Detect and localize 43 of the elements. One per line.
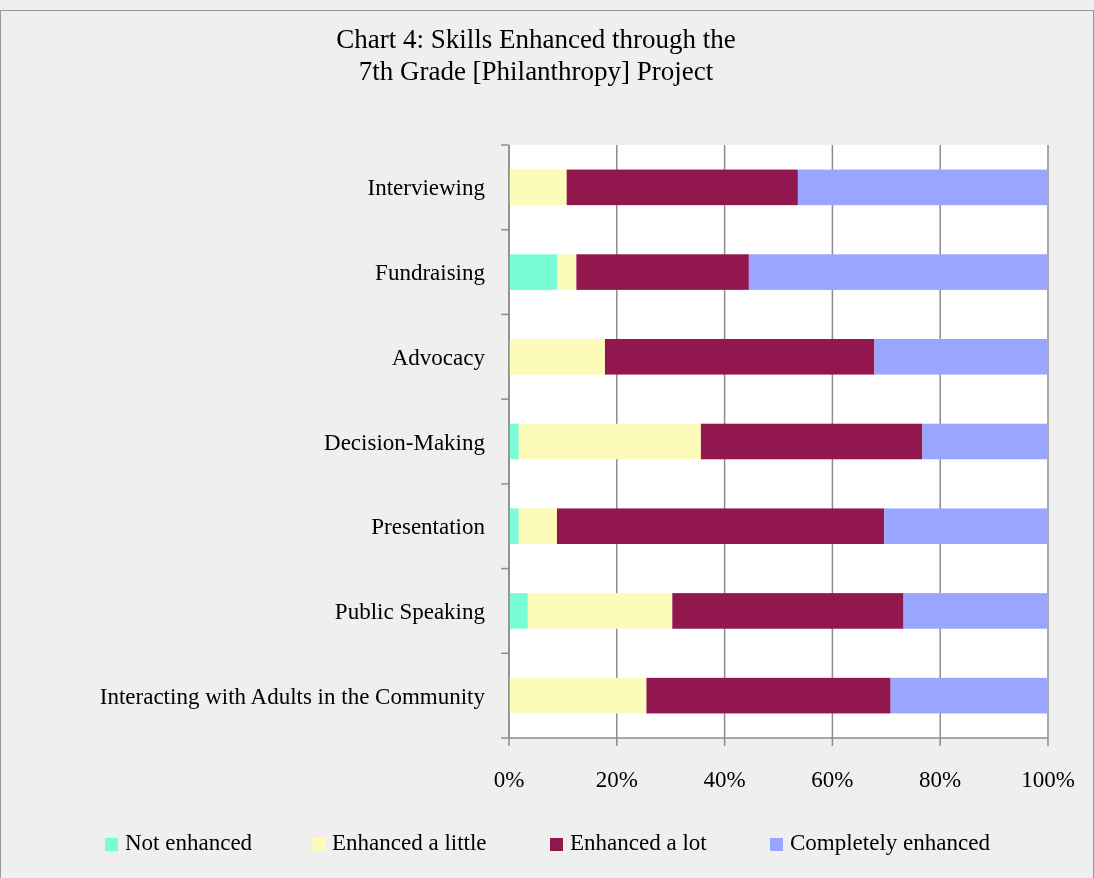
bar	[527, 593, 673, 629]
y-tick-label: Fundraising	[375, 260, 486, 286]
bar	[518, 423, 701, 460]
bar	[884, 508, 1048, 544]
x-tick-label: 40%	[703, 767, 746, 792]
bar	[604, 339, 875, 375]
bar	[646, 677, 891, 714]
y-tick-label: Interviewing	[367, 175, 486, 201]
bar	[797, 169, 1048, 206]
bar	[509, 339, 605, 375]
bar	[509, 169, 567, 206]
x-tick-label: 60%	[811, 767, 854, 792]
bar	[509, 508, 519, 544]
bar	[518, 508, 557, 544]
bar	[576, 254, 749, 290]
bar	[566, 169, 798, 206]
y-tick-label: Decision-Making	[324, 429, 486, 455]
bar	[556, 254, 577, 290]
y-tick-label: Presentation	[371, 514, 486, 540]
legend-label: Not enhanced	[125, 830, 253, 855]
x-tick-label: 20%	[595, 767, 638, 792]
bar	[672, 593, 904, 629]
bar	[748, 254, 1048, 290]
bar	[700, 423, 923, 460]
bar	[509, 254, 557, 290]
y-tick-label: Public Speaking	[334, 598, 486, 624]
legend-label: Completely enhanced	[790, 830, 991, 855]
legend-label: Enhanced a lot	[570, 830, 708, 855]
chart-title: Chart 4: Skills Enhanced through the 7th Grade [Philanthropy] Project	[336, 24, 736, 86]
x-tick-label: 80%	[919, 767, 962, 792]
bar	[509, 593, 528, 629]
bar	[509, 677, 647, 714]
y-tick-label: Advocacy	[391, 344, 486, 370]
bar	[509, 423, 519, 460]
bar	[890, 677, 1048, 714]
bar	[903, 593, 1048, 629]
bar	[874, 339, 1048, 375]
bar	[922, 423, 1048, 460]
legend-label: Enhanced a little	[332, 830, 487, 855]
y-tick-label: Interacting with Adults in the Community	[99, 683, 486, 709]
x-tick-label: 0%	[493, 767, 525, 792]
x-tick-label: 100%	[1021, 767, 1075, 792]
bar	[556, 508, 885, 544]
